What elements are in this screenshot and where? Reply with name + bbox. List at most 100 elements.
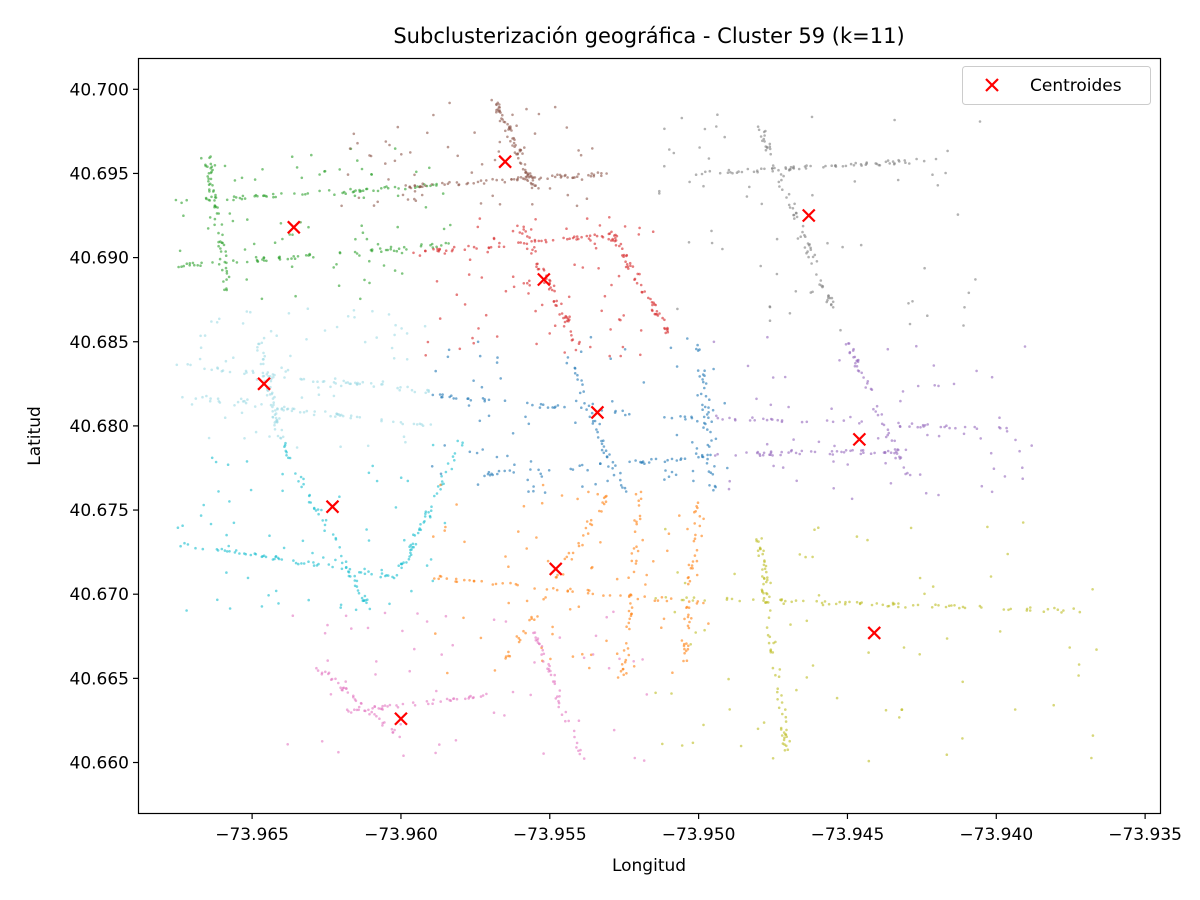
scatter-point xyxy=(780,734,784,737)
scatter-point xyxy=(262,374,266,378)
scatter-point xyxy=(1005,426,1008,430)
scatter-point xyxy=(302,411,306,414)
scatter-point xyxy=(210,165,214,168)
scatter-point xyxy=(209,522,213,526)
scatter-point xyxy=(761,590,764,594)
scatter-point xyxy=(207,177,210,180)
scatter-point xyxy=(207,172,211,175)
scatter-point xyxy=(341,688,344,692)
scatter-point xyxy=(194,397,198,400)
scatter-point xyxy=(279,222,283,225)
scatter-point xyxy=(399,421,403,424)
scatter-point xyxy=(307,225,310,229)
scatter-point xyxy=(693,522,696,525)
scatter-point xyxy=(640,461,643,464)
scatter-point xyxy=(271,410,275,413)
scatter-point xyxy=(275,334,279,338)
scatter-point xyxy=(584,526,588,530)
scatter-point xyxy=(278,417,281,420)
scatter-point xyxy=(531,248,534,252)
scatter-point xyxy=(619,669,623,673)
scatter-point xyxy=(463,578,466,582)
scatter-point xyxy=(777,168,780,172)
scatter-point xyxy=(876,413,880,417)
scatter-point xyxy=(261,168,264,171)
scatter-point xyxy=(842,419,846,422)
scatter-point xyxy=(1002,608,1006,611)
scatter-point xyxy=(363,567,366,571)
scatter-point xyxy=(772,464,775,468)
scatter-point xyxy=(916,384,920,388)
scatter-point xyxy=(480,276,484,279)
scatter-point xyxy=(589,239,592,242)
scatter-point xyxy=(541,403,545,407)
scatter-point xyxy=(1021,477,1024,481)
scatter-point xyxy=(256,346,259,349)
scatter-point xyxy=(835,450,839,453)
scatter-point xyxy=(421,182,425,185)
scatter-point xyxy=(555,299,558,303)
scatter-point xyxy=(518,231,522,234)
scatter-point xyxy=(566,176,569,179)
scatter-point xyxy=(703,386,706,390)
scatter-point xyxy=(224,254,228,257)
scatter-point xyxy=(766,146,769,150)
scatter-point xyxy=(401,422,405,426)
scatter-point xyxy=(870,388,874,392)
scatter-point xyxy=(495,102,498,106)
scatter-point xyxy=(503,120,507,124)
scatter-point xyxy=(421,424,425,428)
scatter-point xyxy=(256,349,259,352)
scatter-point xyxy=(516,224,519,228)
scatter-point xyxy=(598,422,601,426)
scatter-point xyxy=(605,639,608,643)
scatter-point xyxy=(416,185,419,188)
scatter-point xyxy=(733,417,737,421)
scatter-point xyxy=(590,523,594,527)
scatter-point xyxy=(478,419,482,423)
scatter-point xyxy=(339,606,343,609)
scatter-point xyxy=(285,454,288,457)
scatter-point xyxy=(619,242,623,246)
scatter-point xyxy=(273,373,276,377)
scatter-point xyxy=(393,269,397,272)
scatter-point xyxy=(355,579,359,583)
scatter-point xyxy=(535,265,538,269)
scatter-point xyxy=(670,692,673,695)
scatter-point xyxy=(699,392,703,396)
scatter-point xyxy=(990,490,994,494)
scatter-point xyxy=(501,582,505,585)
scatter-point xyxy=(611,460,615,464)
scatter-point xyxy=(450,467,454,471)
scatter-point xyxy=(444,525,447,529)
scatter-point xyxy=(897,421,900,425)
scatter-point xyxy=(783,749,787,752)
scatter-point xyxy=(579,153,583,157)
scatter-point xyxy=(793,202,796,206)
scatter-point xyxy=(223,549,227,552)
scatter-point xyxy=(826,298,829,302)
scatter-point xyxy=(835,696,839,700)
scatter-point xyxy=(581,485,584,488)
scatter-point xyxy=(483,474,486,478)
scatter-point xyxy=(365,187,369,191)
scatter-point xyxy=(566,193,570,197)
scatter-point xyxy=(410,388,414,392)
scatter-point xyxy=(431,393,435,397)
scatter-point xyxy=(367,471,371,475)
scatter-point xyxy=(360,167,364,171)
chart-title: Subclusterización geográfica - Cluster 5… xyxy=(393,24,904,48)
scatter-point xyxy=(430,242,434,246)
scatter-point xyxy=(448,180,451,184)
scatter-point xyxy=(509,139,512,143)
scatter-point xyxy=(559,176,563,179)
scatter-point xyxy=(706,453,709,457)
scatter-point xyxy=(541,648,544,652)
scatter-point xyxy=(548,332,551,335)
scatter-point xyxy=(703,405,707,409)
scatter-point xyxy=(926,423,929,426)
scatter-point xyxy=(338,168,342,171)
scatter-point xyxy=(375,479,379,483)
scatter-point xyxy=(277,602,280,605)
scatter-point xyxy=(989,451,993,455)
